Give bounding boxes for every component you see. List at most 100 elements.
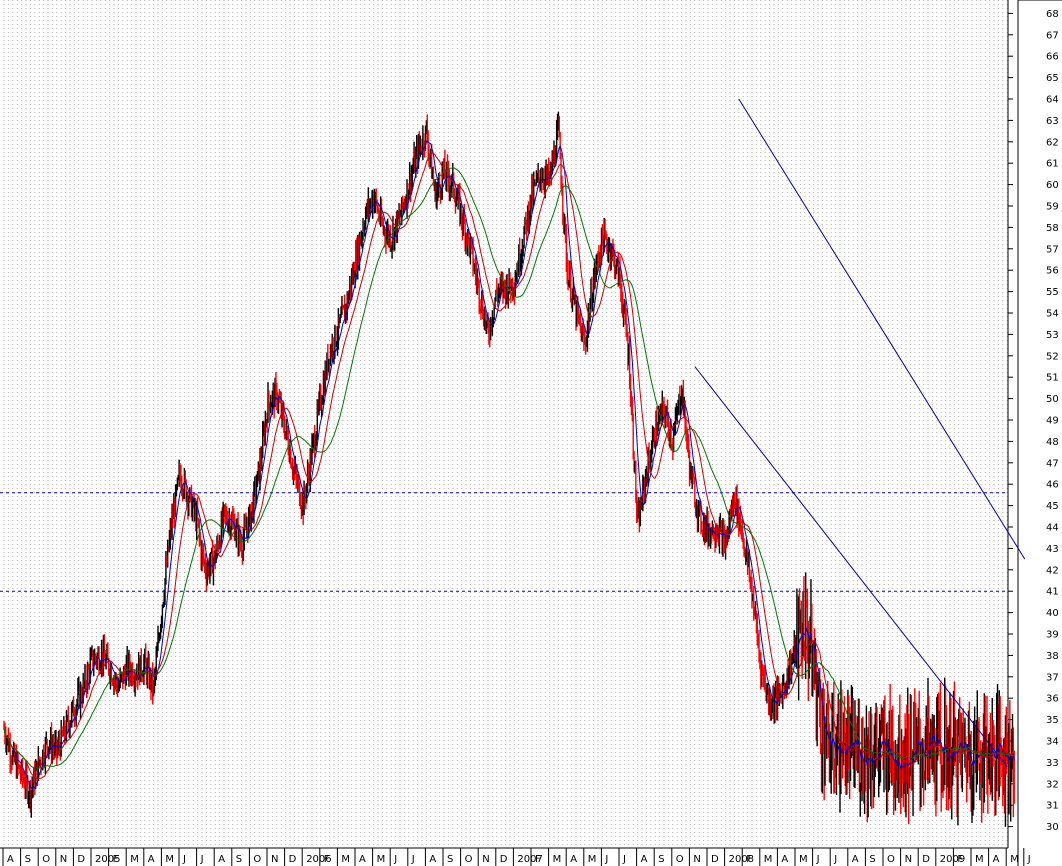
x-tick-label: J [393, 854, 397, 865]
y-tick-label: 43 [1046, 544, 1059, 555]
y-tick-label: 38 [1046, 651, 1059, 662]
x-tick-label: F [113, 854, 119, 865]
x-tick-label: A [7, 854, 14, 865]
x-tick-label: J [411, 854, 415, 865]
moving-average-line-2 [3, 152, 1015, 780]
y-tick-label: 33 [1046, 758, 1059, 769]
x-tick-label: S [869, 854, 875, 865]
x-tick-label: D [500, 854, 508, 865]
x-tick-label: M [588, 854, 597, 865]
x-tick-label: O [465, 854, 473, 865]
x-tick-label: D [922, 854, 930, 865]
x-tick-label: F [957, 854, 963, 865]
x-tick-label: A [218, 854, 225, 865]
x-tick-label: S [236, 854, 242, 865]
x-tick-label: S [447, 854, 453, 865]
moving-average-line-3 [3, 166, 1015, 769]
y-tick-label: 65 [1046, 73, 1059, 84]
x-tick-label: F [535, 854, 541, 865]
x-tick-label: M [1010, 854, 1019, 865]
x-tick-label: M [130, 854, 139, 865]
y-tick-label: 49 [1046, 416, 1059, 427]
x-tick-label: M [341, 854, 350, 865]
y-tick-label: 56 [1046, 266, 1059, 277]
y-tick-label: 31 [1046, 801, 1059, 812]
x-tick-label: D [711, 854, 719, 865]
y-tick-label: 60 [1046, 180, 1059, 191]
y-tick-label: 58 [1046, 223, 1059, 234]
y-tick-label: 66 [1046, 52, 1059, 63]
y-tick-label: 67 [1046, 30, 1059, 41]
x-tick-label: M [377, 854, 386, 865]
x-tick-label: F [746, 854, 752, 865]
x-tick-label: M [764, 854, 773, 865]
x-tick-label: A [429, 854, 436, 865]
y-tick-label: 44 [1046, 523, 1059, 534]
x-tick-label: D [289, 854, 297, 865]
x-tick-label: A [852, 854, 859, 865]
x-tick-label: N [60, 854, 67, 865]
y-tick-label: 34 [1046, 737, 1059, 748]
x-tick-label: A [359, 854, 366, 865]
y-tick-label: 51 [1046, 373, 1059, 384]
x-tick-label: J [1027, 854, 1031, 865]
y-tick-label: 30 [1046, 822, 1059, 833]
x-tick-label: N [905, 854, 912, 865]
x-tick-label: 2006 [306, 854, 331, 865]
y-tick-label: 55 [1046, 287, 1059, 298]
trend-channel-lower [694, 366, 1008, 767]
y-tick-label: 35 [1046, 715, 1059, 726]
x-tick-label: O [253, 854, 261, 865]
y-tick-label: 64 [1046, 95, 1059, 106]
x-tick-label: J [622, 854, 626, 865]
x-tick-label: 2007 [517, 854, 542, 865]
x-tick-label: J [604, 854, 608, 865]
x-tick-label: J [816, 854, 820, 865]
y-tick-label: 41 [1046, 587, 1059, 598]
y-tick-label: 52 [1046, 351, 1059, 362]
x-tick-label: M [165, 854, 174, 865]
x-tick-label: O [42, 854, 50, 865]
x-tick-label: M [975, 854, 984, 865]
x-tick-label: M [799, 854, 808, 865]
y-tick-label: 63 [1046, 116, 1059, 127]
x-tick-label: 2009 [940, 854, 965, 865]
x-tick-label: S [658, 854, 664, 865]
x-tick-label: J [200, 854, 204, 865]
y-tick-label: 59 [1046, 202, 1059, 213]
x-tick-label: J [833, 854, 837, 865]
y-tick-label: 37 [1046, 672, 1059, 683]
y-tick-label: 46 [1046, 480, 1059, 491]
y-tick-label: 53 [1046, 330, 1059, 341]
x-tick-label: S [25, 854, 31, 865]
x-tick-label: D [77, 854, 85, 865]
x-tick-label: O [676, 854, 684, 865]
y-tick-label: 40 [1046, 608, 1059, 619]
y-tick-label: 68 [1046, 9, 1059, 20]
x-tick-label: O [887, 854, 895, 865]
x-tick-label: 2005 [95, 854, 120, 865]
y-tick-label: 62 [1046, 137, 1059, 148]
y-tick-label: 54 [1046, 309, 1059, 320]
x-tick-label: A [148, 854, 155, 865]
y-tick-label: 45 [1046, 501, 1059, 512]
x-tick-label: N [693, 854, 700, 865]
y-tick-label: 61 [1046, 159, 1059, 170]
y-tick-label: 48 [1046, 437, 1059, 448]
y-tick-label: 42 [1046, 565, 1059, 576]
y-tick-label: 36 [1046, 694, 1059, 705]
y-tick-label: 32 [1046, 779, 1059, 790]
y-tick-label: 47 [1046, 458, 1059, 469]
trend-channel-upper [738, 98, 1026, 560]
x-tick-label: N [271, 854, 278, 865]
x-tick-label: F [324, 854, 330, 865]
x-tick-label: A [993, 854, 1000, 865]
x-tick-label: N [482, 854, 489, 865]
x-tick-label: A [781, 854, 788, 865]
x-tick-label: A [641, 854, 648, 865]
x-tick-label: 2008 [729, 854, 754, 865]
y-tick-label: 50 [1046, 394, 1059, 405]
